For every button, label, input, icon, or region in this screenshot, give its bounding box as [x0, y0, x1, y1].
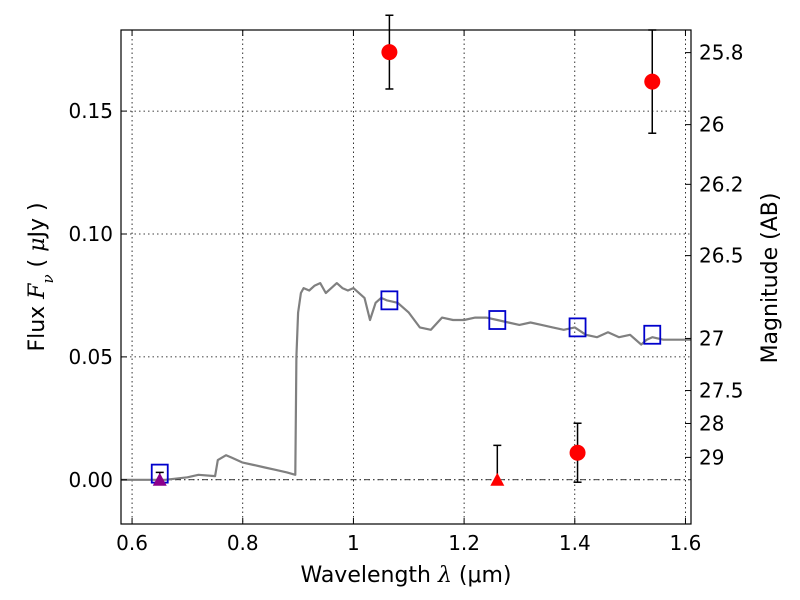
y2-tick-label: 26 [699, 113, 724, 137]
x-tick-label: 1.4 [559, 531, 591, 555]
y2-tick-label: 26.2 [699, 172, 744, 196]
y-axis-label: Flux Fν ( μJy ) [25, 202, 57, 351]
upper-limit-triangle [490, 472, 505, 486]
y2-tick-label: 28 [699, 411, 724, 435]
x-tick-label: 1 [347, 531, 360, 555]
y-axis-label-f: F [25, 283, 50, 300]
y2-tick-label: 26.5 [699, 244, 744, 268]
x-tick-label: 1.2 [448, 531, 480, 555]
y-axis-label-mu: μ [25, 238, 50, 252]
y-tick-label: 0.10 [68, 222, 113, 246]
model-band-square [568, 317, 587, 338]
marker-layer [150, 14, 662, 486]
y-tick-label: 0.05 [68, 345, 113, 369]
x-tick-label: 1.6 [670, 531, 702, 555]
y-axis-label-unit: ( [25, 252, 50, 275]
model-band-square [643, 324, 662, 345]
y2-axis-label: Magnitude (AB) [758, 193, 783, 364]
y2-tick-label: 27 [699, 326, 724, 350]
model-band-square [380, 290, 399, 311]
x-tick-label: 0.8 [227, 531, 259, 555]
detection-point [381, 44, 398, 61]
plot-frame [120, 29, 692, 525]
y2-tick-label: 25.8 [699, 41, 744, 65]
y-axis-label-text: Flux [25, 299, 50, 352]
y2-tick-label: 29 [699, 445, 724, 469]
grid-lines [121, 30, 691, 524]
x-axis-label-lambda: λ [437, 563, 452, 588]
model-sed-line [121, 282, 691, 481]
model-sed-layer [121, 282, 691, 481]
y-axis-label-jy: Jy ) [25, 202, 50, 239]
axis-ticks: 0.6 0.8 1 1.2 1.4 1.6 0.00 0.05 0.10 0.15 25.8 26 26… [68, 30, 744, 555]
detection-point [569, 444, 586, 461]
upper-limit-triangle [152, 472, 167, 486]
y-axis-label-nu: ν [39, 274, 57, 283]
x-tick-label: 0.6 [116, 531, 148, 555]
x-axis-label: Wavelength λ (μm) [300, 563, 511, 588]
model-band-square [488, 310, 507, 330]
y-tick-label: 0.15 [68, 99, 113, 123]
detection-point [644, 73, 661, 90]
x-axis-label-unit: (μm) [452, 563, 512, 588]
y-tick-label: 0.00 [68, 468, 113, 492]
x-axis-label-text: Wavelength [300, 563, 438, 588]
y2-tick-label: 27.5 [699, 379, 744, 403]
